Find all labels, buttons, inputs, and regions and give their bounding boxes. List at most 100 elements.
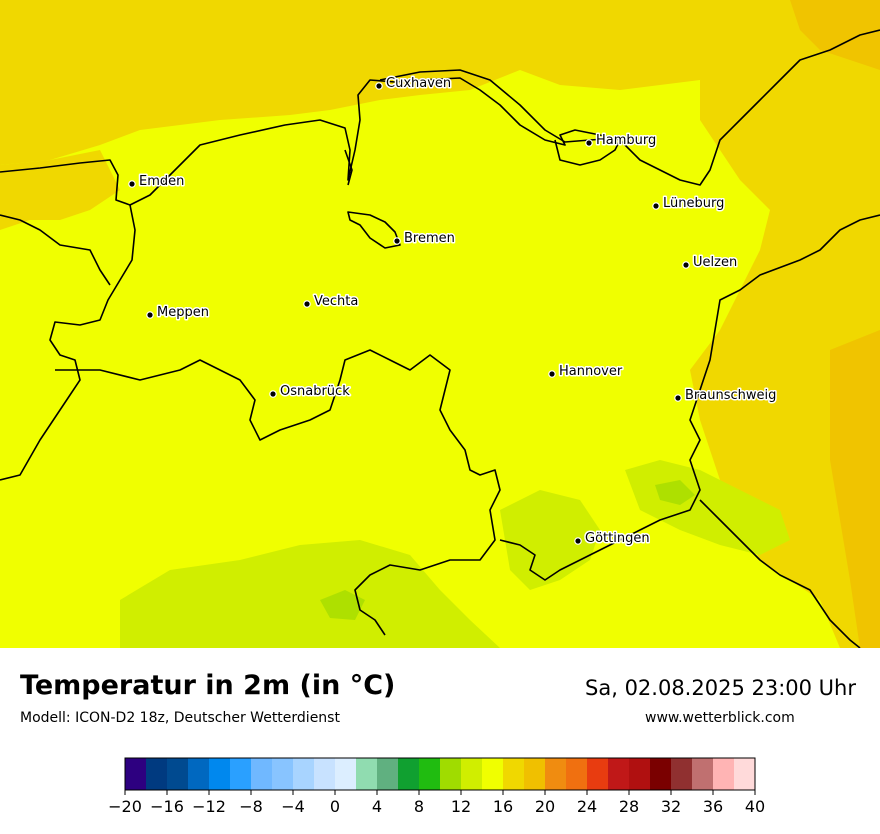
legend-tick-label: 12 [451,797,471,816]
cool-dark-areas [320,480,695,620]
legend-swatch [272,758,294,790]
warm-dark-areas [790,0,880,648]
city-dot-cuxhaven [375,82,383,90]
city-label-hannover: Hannover [559,364,623,379]
city-hannover: Hannover [548,363,624,381]
legend-swatch [734,758,756,790]
legend-swatch [608,758,630,790]
city-markers: Cuxhaven Hamburg Emden Lüneburg Bremen Uelzen… [128,75,778,548]
legend-tick-label: −12 [192,797,226,816]
legend-swatch [440,758,462,790]
legend-tick-label: −16 [150,797,184,816]
warm-dark-area-southeast [830,330,880,648]
city-label-g-ttingen: Göttingen [585,531,650,546]
legend-swatch [524,758,546,790]
legend-swatch [587,758,609,790]
city-label-uelzen: Uelzen [693,255,737,270]
legend-tick-label: 32 [661,797,681,816]
legend-swatch [230,758,252,790]
elbe-river [379,69,621,143]
city-emden: Emden [128,173,186,191]
legend-swatch [671,758,693,790]
warm-area-east [690,0,880,648]
map-canvas: Cuxhaven Hamburg Emden Lüneburg Bremen Uelzen… [0,0,880,648]
legend-swatch [377,758,399,790]
legend-swatch [146,758,168,790]
legend-tick-label: 4 [372,797,382,816]
city-dot-hannover [548,370,556,378]
coastline-and-borders [0,29,880,648]
color-legend: −20 −16 −12 −8 −4 0 4 8 12 16 20 24 28 32 36 40 [0,750,880,830]
legend-swatch [209,758,231,790]
city-dot-braunschweig [674,394,682,402]
website-link[interactable]: www.wetterblick.com [645,710,795,726]
legend-swatch [335,758,357,790]
city-dot-uelzen [682,261,690,269]
city-meppen: Meppen [146,304,210,322]
cool-area-south [500,490,600,590]
state-border-east-inner [699,499,861,648]
legend-swatch [545,758,567,790]
warm-area-north-sea [0,0,780,165]
city-dot-meppen [146,311,154,319]
legend-swatch [293,758,315,790]
state-border-south [499,214,880,581]
city-dot-l-neburg [652,202,660,210]
legend-swatch [125,758,147,790]
legend-swatch [629,758,651,790]
legend-swatch [692,758,714,790]
map-title: Temperatur in 2m (in °C) [20,670,396,701]
model-subtitle: Modell: ICON-D2 18z, Deutscher Wetterdie… [20,710,340,726]
cool-dark-area-2 [655,480,695,505]
city-label-meppen: Meppen [157,305,209,320]
legend-tick-label: 16 [493,797,513,816]
legend-swatch [503,758,525,790]
state-border-south-west [55,349,501,636]
city-uelzen: Uelzen [682,254,739,272]
legend-border [124,757,756,791]
legend-swatch [482,758,504,790]
city-cuxhaven: Cuxhaven [375,75,453,93]
city-label-hamburg: Hamburg [596,133,656,148]
city-g-ttingen: Göttingen [574,530,651,548]
weser-estuary [344,149,353,186]
legend-swatch [566,758,588,790]
legend-tick-label: 8 [414,797,424,816]
warm-temperature-areas [0,0,880,648]
city-label-vechta: Vechta [314,294,358,309]
city-label-osnabr-ck: Osnabrück [280,384,350,399]
city-osnabr-ck: Osnabrück [269,383,352,401]
city-label-bremen: Bremen [404,231,455,246]
warm-area-west-coast [0,150,120,230]
legend-swatch [167,758,189,790]
city-hamburg: Hamburg [585,132,658,150]
city-dot-bremen [393,237,401,245]
legend-swatch [713,758,735,790]
city-label-braunschweig: Braunschweig [685,388,776,403]
legend-tick-label: 40 [745,797,765,816]
city-label-l-neburg: Lüneburg [663,196,724,211]
legend-tick-label: 24 [577,797,597,816]
city-dot-hamburg [585,139,593,147]
bremen-border [347,211,401,249]
legend-swatch [419,758,441,790]
legend-tick-label: −8 [239,797,263,816]
legend-swatch [461,758,483,790]
legend-tick-label: −4 [281,797,305,816]
city-braunschweig: Braunschweig [674,387,778,405]
city-dot-osnabr-ck [269,390,277,398]
city-label-cuxhaven: Cuxhaven [386,76,451,91]
legend-colorbar: −20 −16 −12 −8 −4 0 4 8 12 16 20 24 28 32 36 40 [108,757,765,816]
legend-swatch [314,758,336,790]
legend-swatch [650,758,672,790]
legend-swatch [188,758,210,790]
city-dot-vechta [303,300,311,308]
legend-tick-label: −20 [108,797,142,816]
city-bremen: Bremen [393,230,456,248]
cool-dark-area-1 [320,590,365,620]
city-vechta: Vechta [303,293,360,311]
city-dot-g-ttingen [574,537,582,545]
legend-tick-label: 28 [619,797,639,816]
warm-dark-area-northeast [790,0,880,70]
legend-swatch [356,758,378,790]
